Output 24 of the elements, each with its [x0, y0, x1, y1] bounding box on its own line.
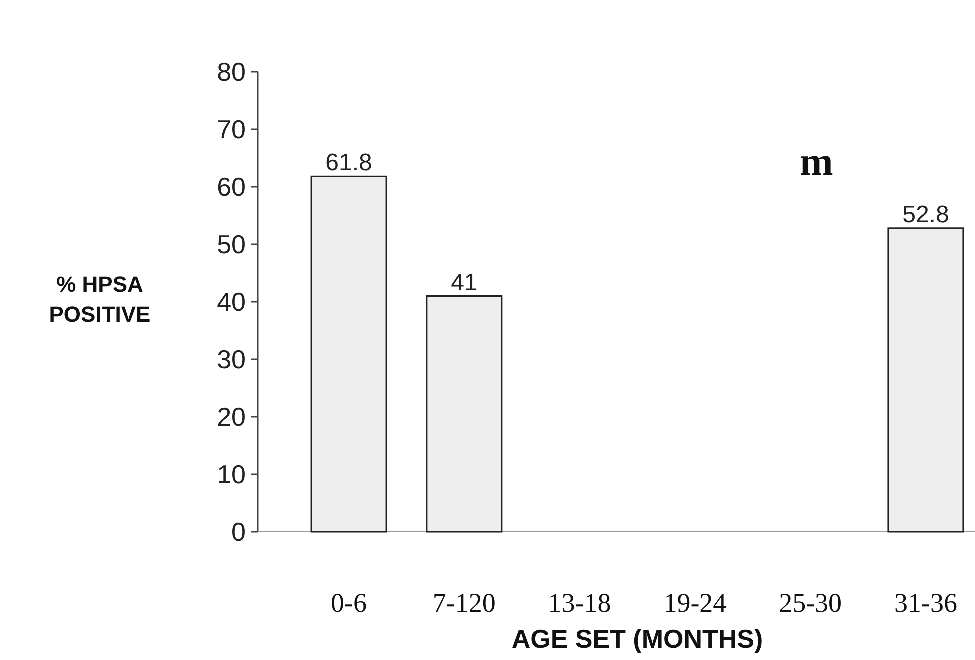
bar [426, 296, 503, 533]
bar [310, 176, 388, 533]
x-tick-label: 13-18 [548, 588, 612, 618]
y-tick-label: 30 [217, 344, 246, 375]
x-tick-label: 7-120 [432, 588, 496, 618]
y-tick-label: 20 [217, 402, 246, 432]
bar [888, 228, 964, 533]
y-tick-label: 0 [232, 517, 246, 548]
y-tick-label: 70 [217, 114, 246, 145]
x-tick-label: 31-36 [894, 588, 958, 618]
x-tick-label: 25-30 [779, 588, 842, 618]
data-label: 61.8 [326, 150, 372, 177]
x-tick-label: 19-24 [664, 588, 728, 618]
data-label: 41 [451, 269, 478, 296]
x-axis-title: AGE SET (MONTHS) [512, 624, 764, 654]
data-label: 52.8 [902, 201, 950, 228]
y-tick-label: 80 [217, 57, 246, 88]
y-tick-label: 60 [217, 172, 246, 202]
y-tick-label: 40 [217, 287, 246, 318]
y-tick-label: 10 [217, 460, 246, 490]
y-tick-label: 50 [217, 230, 246, 260]
x-tick-label: 0-6 [331, 588, 368, 618]
y-axis-title: % HPSA POSITIVE [49, 272, 151, 327]
annotation: m [800, 139, 834, 184]
